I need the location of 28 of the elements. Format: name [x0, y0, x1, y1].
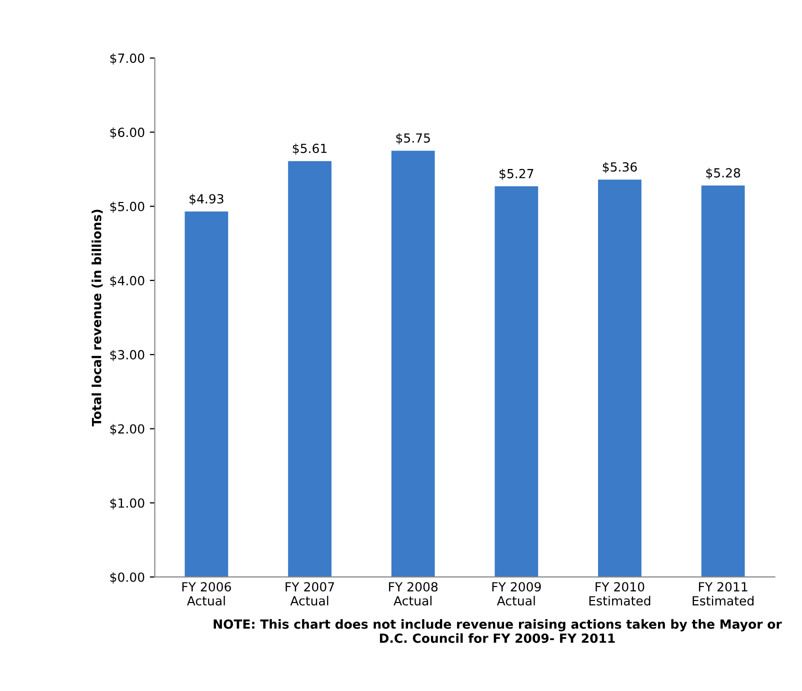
- bar: [598, 180, 642, 577]
- bar: [494, 186, 538, 577]
- bar: [288, 161, 332, 577]
- y-tick-label: $6.00: [110, 127, 144, 139]
- bar: [391, 150, 435, 577]
- y-tick-label: $3.00: [110, 350, 144, 362]
- x-tick-label: FY 2010 Estimated: [589, 582, 650, 606]
- y-tick-label: $0.00: [110, 572, 144, 584]
- y-tick-label: $5.00: [110, 202, 144, 213]
- x-tick-label: FY 2009 Actual: [492, 582, 541, 606]
- y-tick-label: $2.00: [110, 424, 144, 436]
- text: NOTE: This chart does not include revenue raising actions taken by the Mayor or D.C. Council for FY 2009- FY 2011: [214, 619, 782, 643]
- bar: [701, 186, 745, 577]
- y-axis-title: Total local revenue (in billions): [92, 210, 103, 426]
- x-tick-label: FY 2007 Actual: [286, 582, 334, 606]
- x-tick-label: FY 2008 Actual: [389, 582, 438, 606]
- y-tick-label: $7.00: [110, 53, 144, 65]
- y-tick-label: $1.00: [110, 498, 144, 510]
- data-label: $5.36: [602, 162, 637, 174]
- y-tick-label: $4.00: [110, 276, 144, 288]
- data-label: $5.61: [292, 143, 327, 155]
- data-label: $5.28: [706, 168, 740, 180]
- bar: [184, 212, 228, 577]
- data-label: $5.27: [500, 168, 534, 180]
- x-tick-label: FY 2006 Actual: [182, 582, 231, 606]
- x-tick-label: FY 2011 Estimated: [692, 582, 754, 606]
- data-label: $5.75: [396, 133, 430, 144]
- data-label: $4.93: [190, 194, 224, 206]
